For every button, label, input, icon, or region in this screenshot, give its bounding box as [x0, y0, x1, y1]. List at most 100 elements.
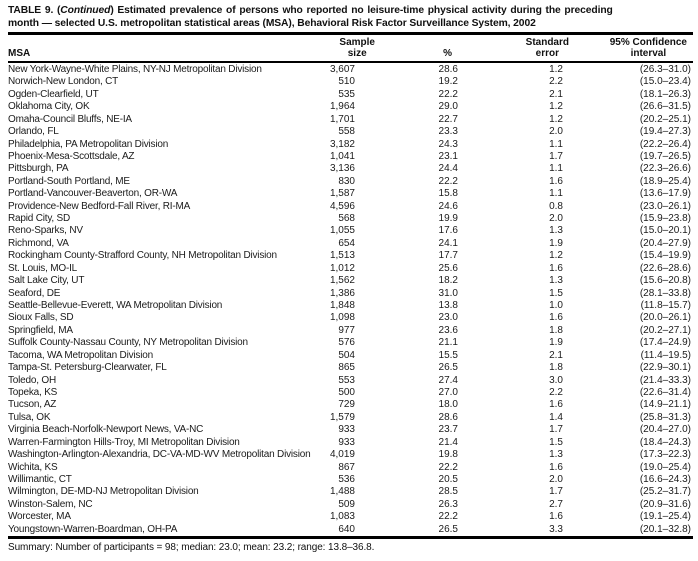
standard-error-cell: 1.2 — [549, 64, 563, 75]
standard-error-cell: 3.0 — [549, 374, 563, 386]
confidence-interval-cell: (20.0–26.1) — [639, 312, 691, 324]
confidence-interval-cell: (11.4–19.5) — [640, 349, 691, 361]
sample-size-cell: 576 — [338, 337, 355, 349]
msa-cell: Seattle-Bellevue-Everett, WA Metropolita… — [8, 300, 223, 312]
sample-size-cell: 553 — [338, 374, 355, 386]
table-row: Washington-Arlington-Alexandria, DC-VA-M… — [8, 449, 693, 461]
table-row: Tulsa, OK 1,579 28.6 1.4 (25.8–31.3) — [8, 412, 693, 424]
msa-cell: Sioux Falls, SD — [8, 312, 74, 324]
confidence-interval-cell: (20.9–31.6) — [639, 498, 691, 510]
table-row: Pittsburgh, PA 3,136 24.4 1.1 (22.3–26.6) — [8, 163, 693, 175]
table-row: Warren-Farmington Hills-Troy, MI Metropo… — [8, 437, 693, 449]
standard-error-cell: 1.2 — [549, 113, 563, 125]
standard-error-cell: 2.1 — [549, 349, 563, 361]
percent-cell: 23.1 — [438, 150, 458, 162]
standard-error-cell: 1.9 — [549, 237, 563, 249]
table-row: Phoenix-Mesa-Scottsdale, AZ 1,041 23.1 1.7 (… — [8, 151, 693, 163]
percent-cell: 28.6 — [438, 64, 458, 75]
confidence-interval-cell: (28.1–33.8) — [639, 287, 691, 299]
table-row: St. Louis, MO-IL 1,012 25.6 1.6 (22.6–28.6) — [8, 263, 693, 275]
percent-cell: 17.7 — [438, 250, 458, 262]
standard-error-cell: 1.7 — [549, 424, 563, 436]
percent-cell: 19.2 — [438, 76, 458, 88]
sample-size-cell: 1,488 — [329, 486, 355, 498]
confidence-interval-cell: (15.6–20.8) — [639, 275, 691, 287]
standard-error-cell: 0.8 — [549, 200, 563, 212]
msa-cell: Suffolk County-Nassau County, NY Metropo… — [8, 337, 248, 349]
confidence-interval-cell: (15.4–19.9) — [639, 250, 691, 262]
msa-cell: Tampa-St. Petersburg-Clearwater, FL — [8, 362, 167, 374]
sample-size-cell: 1,964 — [329, 101, 355, 113]
table-row: Orlando, FL 558 23.3 2.0 (19.4–27.3) — [8, 126, 693, 138]
sample-size-cell: 654 — [338, 237, 355, 249]
msa-cell: Portland-South Portland, ME — [8, 175, 130, 187]
confidence-interval-cell: (23.0–26.1) — [639, 200, 691, 212]
standard-error-cell: 1.9 — [549, 337, 563, 349]
msa-cell: Topeka, KS — [8, 386, 58, 398]
msa-cell: Wilmington, DE-MD-NJ Metropolitan Divisi… — [8, 486, 199, 498]
standard-error-cell: 2.1 — [549, 88, 563, 100]
msa-cell: Rockingham County-Strafford County, NH M… — [8, 250, 277, 262]
percent-cell: 21.1 — [438, 337, 458, 349]
percent-cell: 23.3 — [438, 126, 458, 138]
table-row: Tampa-St. Petersburg-Clearwater, FL 865 26… — [8, 362, 693, 374]
msa-cell: Washington-Arlington-Alexandria, DC-VA-M… — [8, 449, 311, 461]
standard-error-cell: 1.5 — [549, 436, 563, 448]
sample-size-cell: 1,701 — [329, 113, 355, 125]
confidence-interval-cell: (22.2–26.4) — [639, 138, 691, 150]
standard-error-cell: 1.7 — [549, 150, 563, 162]
msa-cell: St. Louis, MO-IL — [8, 262, 78, 274]
sample-size-cell: 1,041 — [329, 150, 355, 162]
msa-cell: Toledo, OH — [8, 374, 57, 386]
sample-size-cell: 535 — [338, 88, 355, 100]
sample-size-cell: 3,607 — [329, 64, 355, 75]
sample-size-cell: 1,848 — [329, 300, 355, 312]
msa-cell: Oklahoma City, OK — [8, 101, 90, 113]
msa-cell: Tulsa, OK — [8, 411, 51, 423]
confidence-interval-cell: (22.9–30.1) — [639, 362, 691, 374]
standard-error-cell: 1.2 — [549, 250, 563, 262]
sample-size-cell: 640 — [338, 523, 355, 535]
sample-size-cell: 1,562 — [329, 275, 355, 287]
sample-size-cell: 1,587 — [329, 188, 355, 200]
msa-cell: Youngstown-Warren-Boardman, OH-PA — [8, 523, 178, 535]
table-row: Tucson, AZ 729 18.0 1.6 (14.9–21.1) — [8, 399, 693, 411]
msa-cell: Tucson, AZ — [8, 399, 57, 411]
standard-error-cell: 1.6 — [549, 399, 563, 411]
confidence-interval-cell: (20.2–25.1) — [639, 113, 691, 125]
table-row: Virginia Beach-Norfolk-Newport News, VA-… — [8, 424, 693, 436]
percent-cell: 18.2 — [438, 275, 458, 287]
msa-cell: Rapid City, SD — [8, 213, 71, 225]
table-row: Salt Lake City, UT 1,562 18.2 1.3 (15.6–20.8… — [8, 275, 693, 287]
sample-size-cell: 558 — [338, 126, 355, 138]
confidence-interval-cell: (15.0–23.4) — [639, 76, 691, 88]
table-row: Norwich-New London, CT 510 19.2 2.2 (15.0–23… — [8, 76, 693, 88]
confidence-interval-cell: (17.3–22.3) — [639, 449, 691, 461]
sample-size-cell: 865 — [338, 362, 355, 374]
sample-size-cell: 504 — [338, 349, 355, 361]
percent-cell: 19.9 — [438, 213, 458, 225]
table-header: MSA Sample size % Standard error 95% Confi… — [8, 33, 693, 63]
percent-cell: 23.6 — [438, 324, 458, 336]
percent-cell: 15.8 — [438, 188, 458, 200]
msa-cell: Wichita, KS — [8, 461, 58, 473]
confidence-interval-cell: (16.6–24.3) — [639, 473, 691, 485]
confidence-interval-cell: (18.4–24.3) — [639, 436, 691, 448]
sample-size-cell: 729 — [338, 399, 355, 411]
column-header-msa: MSA — [8, 33, 280, 63]
sample-size-cell: 500 — [338, 386, 355, 398]
msa-cell: Richmond, VA — [8, 237, 69, 249]
table-row: New York-Wayne-White Plains, NY-NJ Metro… — [8, 62, 693, 76]
msa-cell: Portland-Vancouver-Beaverton, OR-WA — [8, 188, 178, 200]
confidence-interval-cell: (20.4–27.0) — [639, 424, 691, 436]
standard-error-cell: 1.6 — [549, 262, 563, 274]
standard-error-cell: 1.3 — [549, 225, 563, 237]
confidence-interval-cell: (17.4–24.9) — [639, 337, 691, 349]
sample-size-cell: 867 — [338, 461, 355, 473]
sample-size-cell: 1,579 — [329, 411, 355, 423]
percent-cell: 22.2 — [438, 88, 458, 100]
msa-cell: Philadelphia, PA Metropolitan Division — [8, 138, 169, 150]
column-header-standard-error: Standard error — [470, 33, 575, 63]
confidence-interval-cell: (15.0–20.1) — [639, 225, 691, 237]
standard-error-cell: 1.3 — [549, 275, 563, 287]
